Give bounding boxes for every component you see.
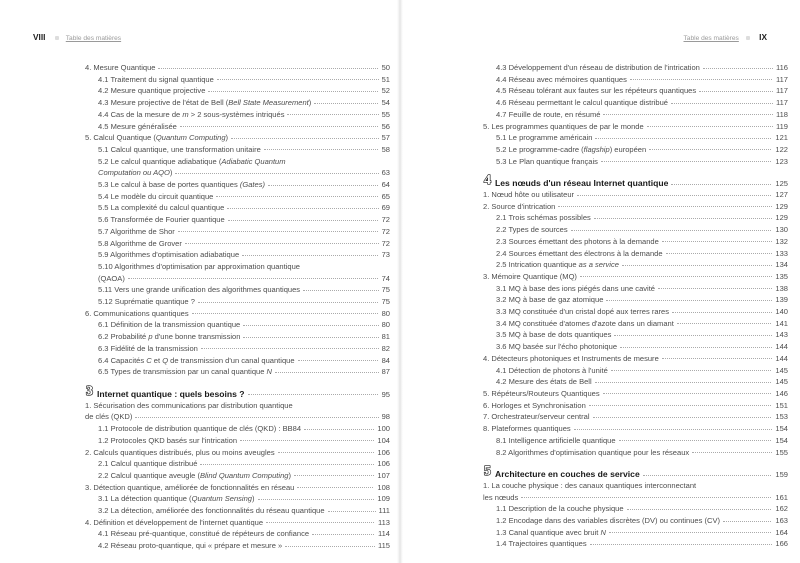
svg-text:4: 4 [484, 173, 491, 188]
svg-text:3: 3 [86, 384, 93, 399]
svg-text:5: 5 [484, 464, 491, 479]
